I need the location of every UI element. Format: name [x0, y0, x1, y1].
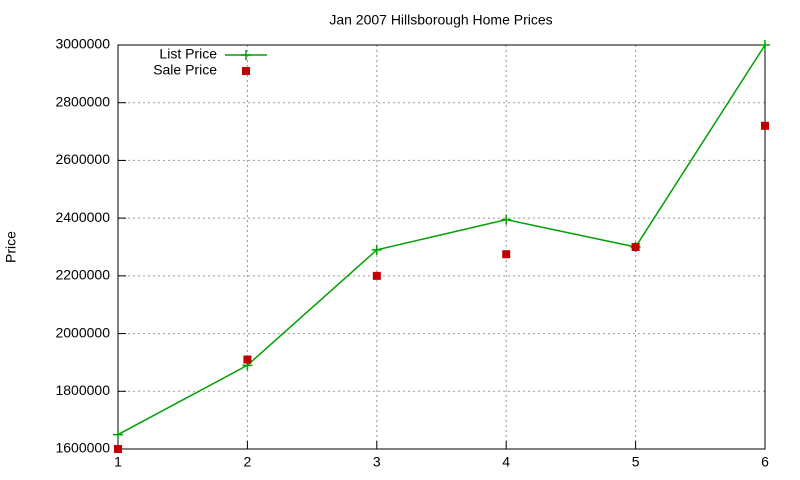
- point-marker: [760, 40, 770, 50]
- legend-marker: [242, 67, 250, 75]
- chart-title: Jan 2007 Hillsborough Home Prices: [329, 12, 552, 28]
- y-tick-label: 2600000: [55, 151, 110, 167]
- x-tick-label: 3: [373, 454, 381, 470]
- legend-label: List Price: [159, 46, 217, 62]
- y-tick-label: 1800000: [55, 382, 110, 398]
- y-tick-label: 2800000: [55, 93, 110, 109]
- plot-frame: [117, 44, 766, 450]
- x-tick-label: 4: [502, 454, 510, 470]
- y-tick-label: 2200000: [55, 267, 110, 283]
- legend-label: Sale Price: [153, 62, 217, 78]
- x-tick-label: 2: [244, 454, 252, 470]
- y-tick-label: 3000000: [55, 36, 110, 52]
- y-tick-label: 2000000: [55, 324, 110, 340]
- x-tick-label: 6: [761, 454, 769, 470]
- x-tick-label: 5: [632, 454, 640, 470]
- y-axis-label: Price: [3, 231, 19, 263]
- x-tick-label: 1: [114, 454, 122, 470]
- y-tick-label: 2400000: [55, 209, 110, 225]
- legend-marker: [241, 50, 251, 60]
- y-tick-label: 1600000: [55, 440, 110, 456]
- point-marker: [631, 243, 640, 251]
- point-marker: [114, 445, 122, 453]
- point-marker: [502, 250, 511, 259]
- point-marker: [243, 355, 252, 364]
- point-marker: [113, 429, 123, 440]
- point-marker: [371, 244, 382, 255]
- point-marker: [761, 121, 769, 130]
- point-marker: [372, 271, 381, 280]
- series-line: [117, 44, 766, 436]
- point-marker: [501, 214, 512, 225]
